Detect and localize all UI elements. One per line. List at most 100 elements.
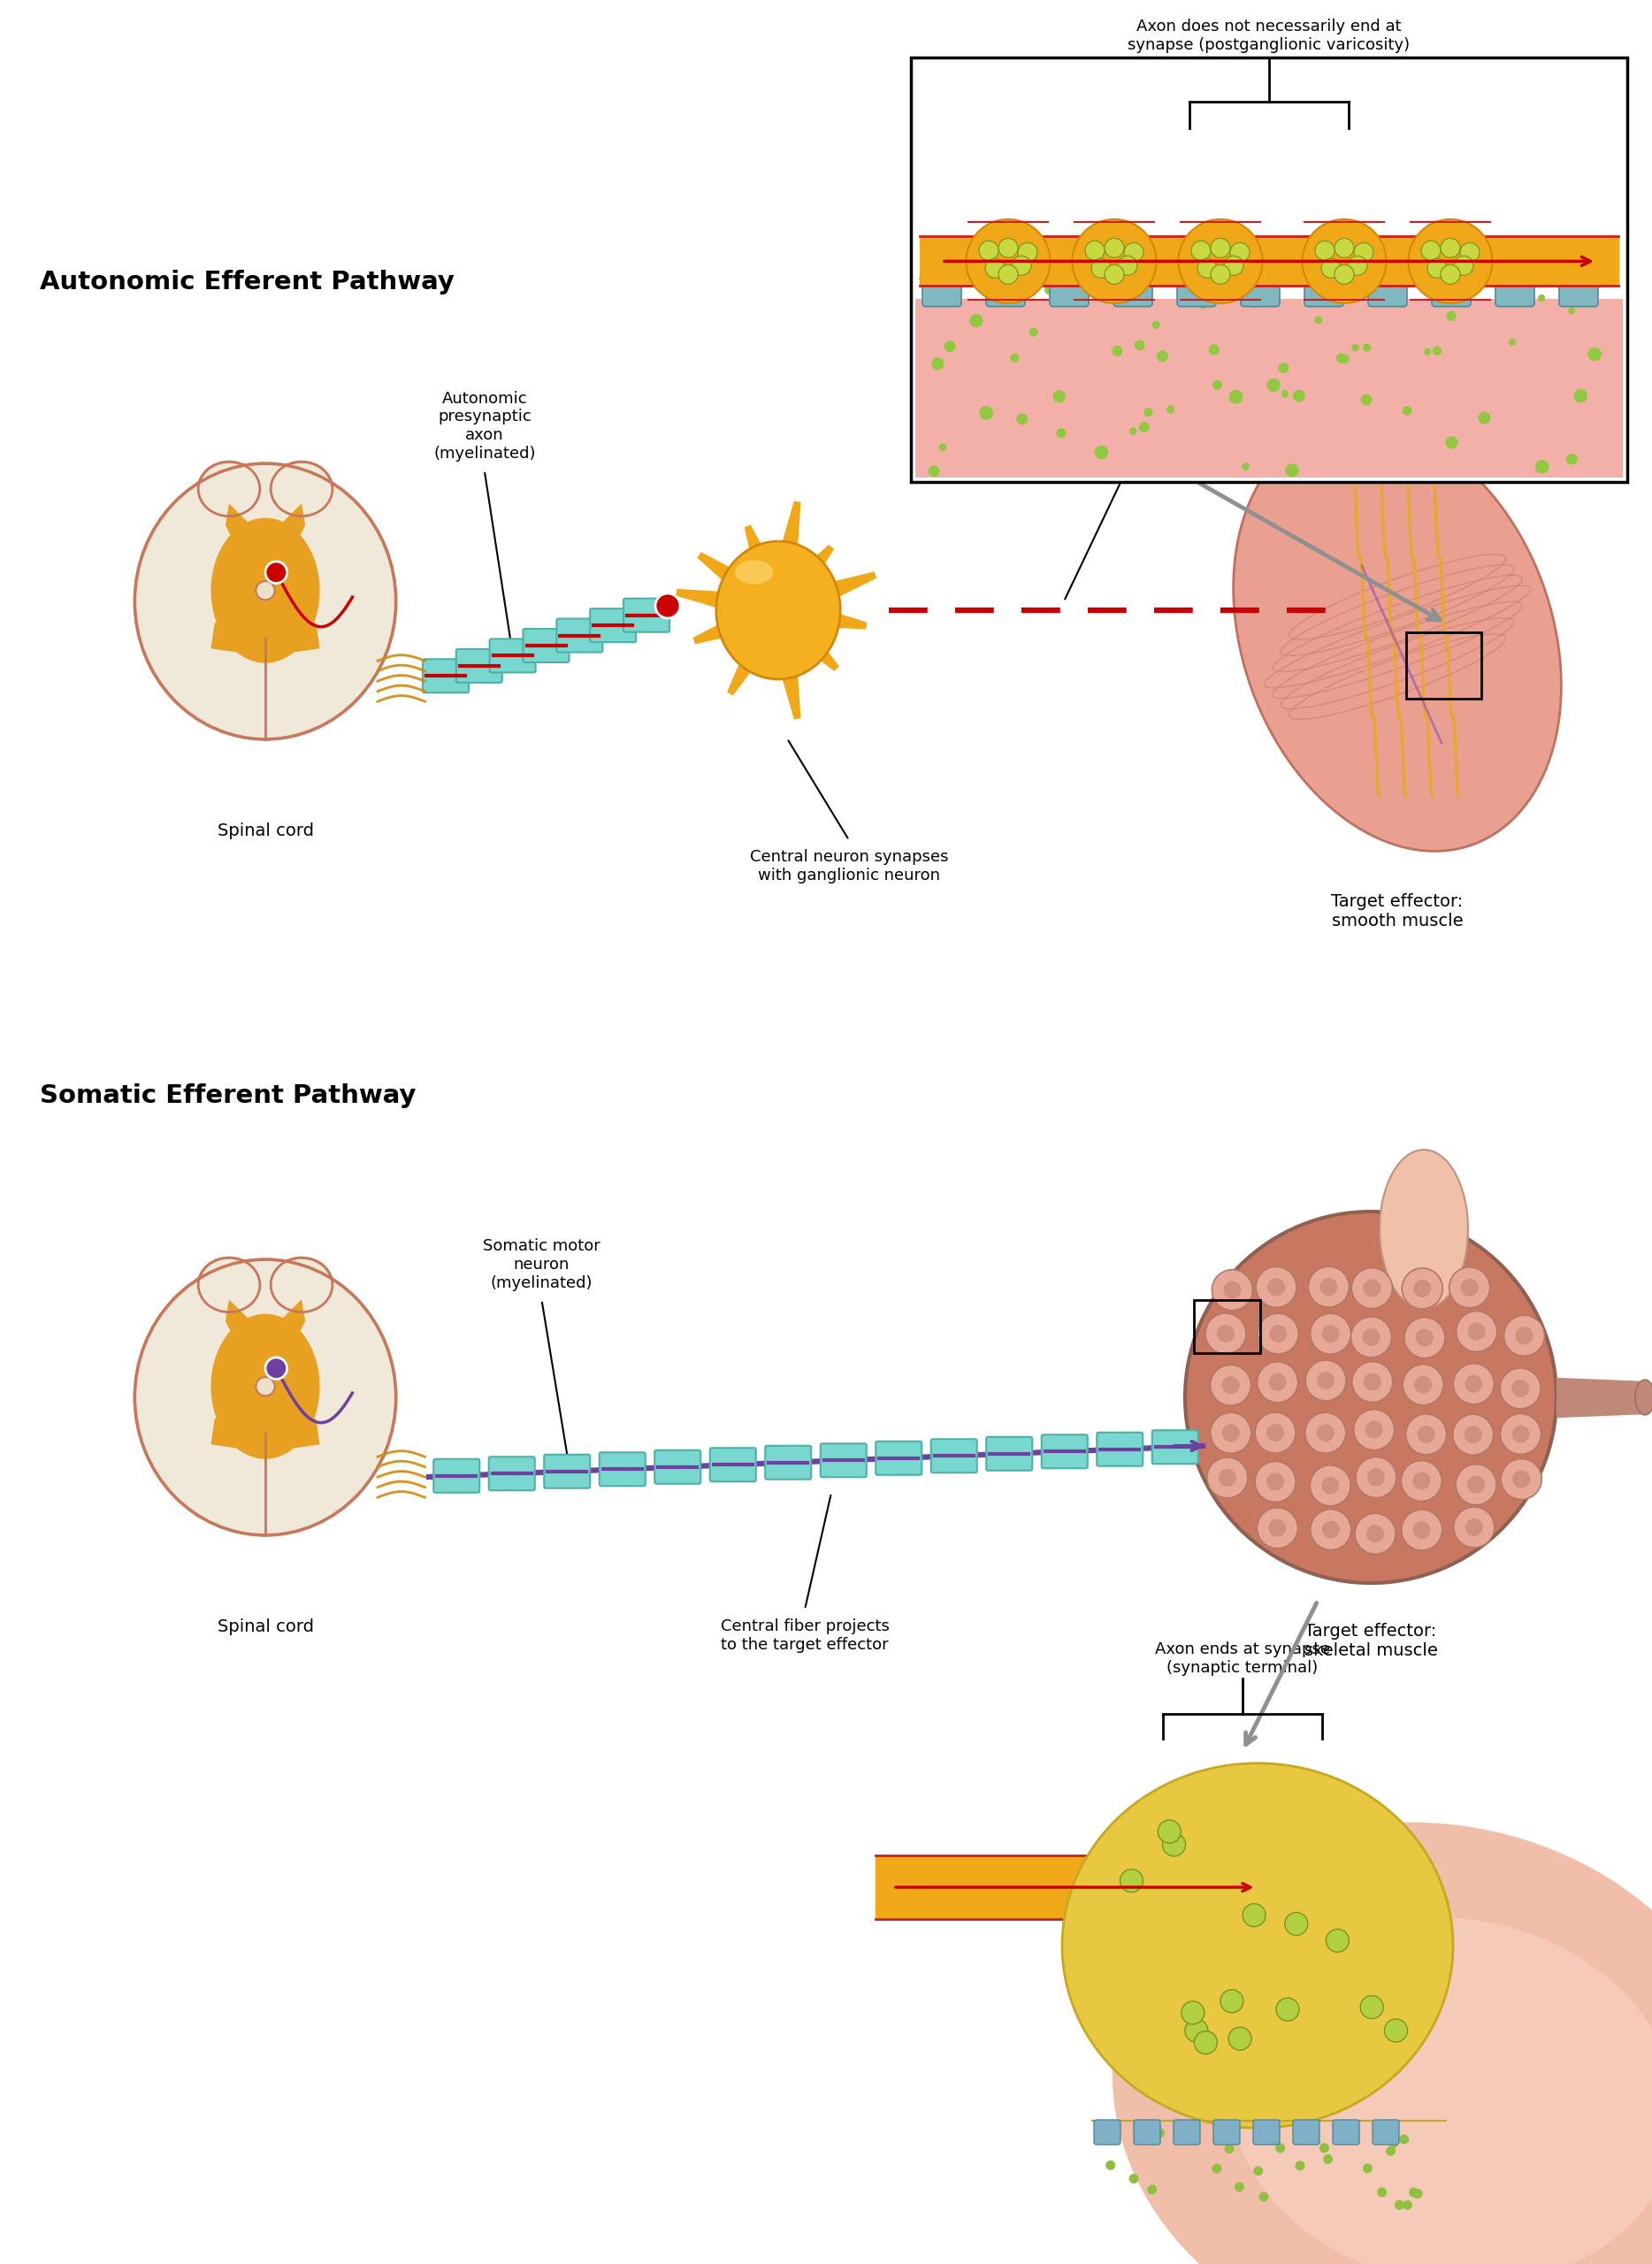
Polygon shape bbox=[225, 1300, 266, 1349]
Circle shape bbox=[1363, 344, 1371, 351]
Circle shape bbox=[1307, 2130, 1317, 2139]
Circle shape bbox=[1279, 362, 1289, 374]
Circle shape bbox=[1379, 292, 1391, 303]
Text: Central neuron synapses
with ganglionic neuron: Central neuron synapses with ganglionic … bbox=[750, 849, 948, 883]
Circle shape bbox=[1198, 258, 1218, 278]
Ellipse shape bbox=[135, 1259, 396, 1535]
Circle shape bbox=[1267, 1279, 1285, 1295]
FancyBboxPatch shape bbox=[1432, 274, 1470, 306]
FancyBboxPatch shape bbox=[765, 1447, 811, 1478]
Circle shape bbox=[1269, 1374, 1287, 1390]
Circle shape bbox=[1363, 1279, 1381, 1297]
Circle shape bbox=[1275, 2144, 1285, 2153]
FancyBboxPatch shape bbox=[1368, 274, 1408, 306]
FancyBboxPatch shape bbox=[710, 1449, 757, 1481]
Polygon shape bbox=[266, 503, 306, 555]
Circle shape bbox=[1158, 1820, 1181, 1843]
Circle shape bbox=[1441, 238, 1460, 258]
Ellipse shape bbox=[198, 1259, 259, 1313]
Circle shape bbox=[1520, 294, 1528, 303]
Circle shape bbox=[980, 405, 993, 419]
FancyBboxPatch shape bbox=[1094, 2119, 1120, 2144]
Circle shape bbox=[1213, 1270, 1252, 1311]
Polygon shape bbox=[745, 525, 793, 616]
Circle shape bbox=[1180, 2128, 1189, 2137]
Circle shape bbox=[1399, 2135, 1409, 2144]
Circle shape bbox=[970, 315, 983, 328]
Circle shape bbox=[1454, 1508, 1495, 1549]
Circle shape bbox=[1130, 428, 1137, 435]
Circle shape bbox=[1206, 1313, 1246, 1354]
Circle shape bbox=[1219, 1469, 1236, 1487]
Circle shape bbox=[928, 466, 940, 478]
Polygon shape bbox=[266, 1404, 320, 1449]
Circle shape bbox=[1412, 2189, 1422, 2198]
FancyBboxPatch shape bbox=[1333, 2119, 1360, 2144]
Ellipse shape bbox=[135, 1259, 396, 1535]
FancyBboxPatch shape bbox=[1294, 2119, 1320, 2144]
Ellipse shape bbox=[198, 462, 259, 516]
Circle shape bbox=[1360, 1995, 1383, 2019]
Circle shape bbox=[1467, 1322, 1485, 1340]
Circle shape bbox=[256, 1377, 274, 1397]
Ellipse shape bbox=[966, 220, 1051, 303]
Circle shape bbox=[1340, 353, 1350, 365]
FancyBboxPatch shape bbox=[1173, 2119, 1199, 2144]
FancyBboxPatch shape bbox=[1213, 2119, 1241, 2144]
Circle shape bbox=[1351, 1268, 1393, 1309]
FancyBboxPatch shape bbox=[489, 1456, 535, 1490]
Circle shape bbox=[1449, 1268, 1490, 1309]
Circle shape bbox=[1348, 256, 1368, 276]
Polygon shape bbox=[763, 607, 801, 720]
Polygon shape bbox=[763, 500, 801, 614]
Ellipse shape bbox=[1234, 423, 1561, 851]
Circle shape bbox=[1365, 1422, 1383, 1438]
Circle shape bbox=[1446, 310, 1455, 321]
Ellipse shape bbox=[717, 541, 841, 679]
FancyBboxPatch shape bbox=[423, 659, 469, 693]
FancyBboxPatch shape bbox=[1373, 2119, 1399, 2144]
Circle shape bbox=[1327, 1929, 1350, 1952]
FancyBboxPatch shape bbox=[821, 1444, 866, 1476]
Polygon shape bbox=[773, 571, 877, 625]
Circle shape bbox=[1085, 240, 1105, 260]
Circle shape bbox=[1467, 1476, 1485, 1494]
Circle shape bbox=[1294, 389, 1305, 403]
Circle shape bbox=[980, 240, 998, 260]
Circle shape bbox=[998, 238, 1018, 258]
Circle shape bbox=[1256, 1268, 1297, 1306]
Circle shape bbox=[1465, 1374, 1482, 1392]
Circle shape bbox=[1335, 265, 1355, 285]
Circle shape bbox=[1455, 1465, 1497, 1506]
Circle shape bbox=[1257, 1361, 1298, 1401]
Text: Somatic Efferent Pathway: Somatic Efferent Pathway bbox=[40, 1084, 416, 1107]
Circle shape bbox=[1267, 2121, 1277, 2133]
Circle shape bbox=[1502, 1458, 1541, 1499]
Circle shape bbox=[1305, 1413, 1346, 1453]
Circle shape bbox=[1317, 1424, 1335, 1442]
Circle shape bbox=[1403, 1365, 1444, 1406]
Circle shape bbox=[1018, 242, 1037, 263]
FancyBboxPatch shape bbox=[1133, 2119, 1160, 2144]
Circle shape bbox=[1211, 1365, 1251, 1406]
Circle shape bbox=[1199, 301, 1208, 308]
Circle shape bbox=[1355, 242, 1373, 263]
Ellipse shape bbox=[135, 464, 396, 738]
Circle shape bbox=[1454, 256, 1474, 276]
Circle shape bbox=[1234, 2182, 1244, 2192]
Polygon shape bbox=[692, 595, 783, 645]
Circle shape bbox=[1322, 1476, 1340, 1494]
Circle shape bbox=[1285, 464, 1298, 478]
Bar bbox=[1406, 632, 1482, 700]
FancyBboxPatch shape bbox=[1495, 274, 1535, 306]
FancyBboxPatch shape bbox=[590, 609, 636, 643]
Circle shape bbox=[1056, 428, 1066, 437]
Circle shape bbox=[1213, 380, 1222, 389]
Circle shape bbox=[1269, 1324, 1287, 1343]
Circle shape bbox=[1513, 1469, 1530, 1487]
Circle shape bbox=[1163, 1834, 1186, 1856]
Circle shape bbox=[1366, 1526, 1384, 1542]
Circle shape bbox=[1151, 321, 1160, 328]
Circle shape bbox=[1267, 1424, 1284, 1442]
Ellipse shape bbox=[1302, 220, 1386, 303]
